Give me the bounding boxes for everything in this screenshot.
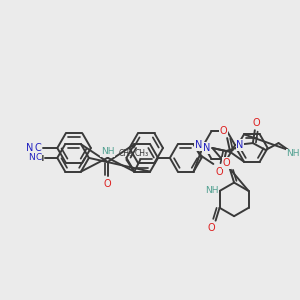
Text: NH: NH [286,149,300,158]
Text: NH: NH [101,147,114,156]
Text: N: N [236,140,244,150]
Text: N: N [26,143,33,153]
Text: N: N [28,153,35,162]
Text: O: O [253,118,261,128]
Text: O: O [208,223,215,232]
Text: O: O [215,167,223,177]
Text: N: N [195,140,202,150]
Text: NH: NH [205,187,218,196]
Text: O: O [222,158,230,168]
Text: CH₃: CH₃ [118,149,133,158]
Text: CH₃: CH₃ [134,149,148,158]
Text: C: C [35,153,42,162]
Text: O: O [219,126,227,136]
Text: O: O [104,179,112,189]
Text: N: N [203,143,210,153]
Text: C: C [34,143,41,153]
